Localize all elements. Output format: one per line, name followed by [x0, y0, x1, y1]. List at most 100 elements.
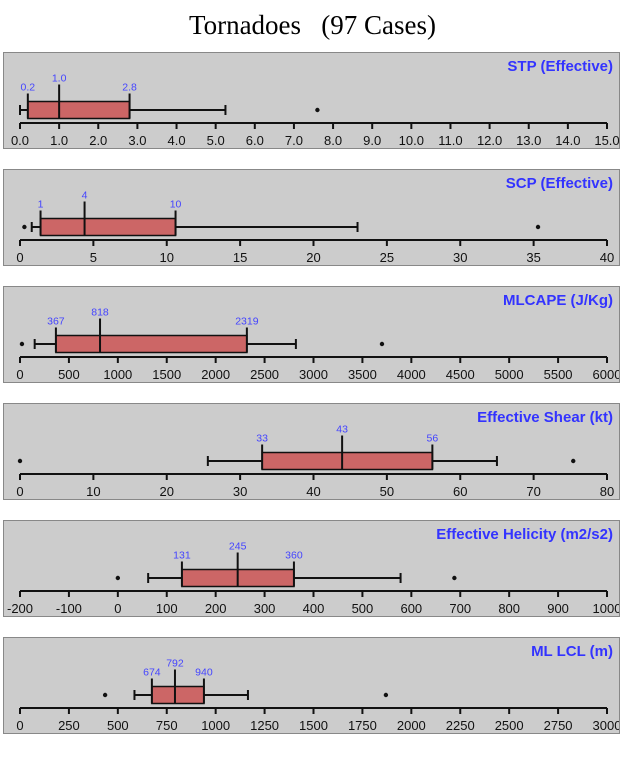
box-plot-panel: Effective Helicity (m2/s2) -200 -100 0 100 20… [3, 520, 620, 617]
x-tick-label: 800 [498, 601, 520, 616]
median-value-label: 43 [336, 424, 348, 436]
x-tick-label: 500 [58, 367, 80, 382]
x-tick-label: 2000 [397, 718, 426, 733]
x-tick-label: 1500 [152, 367, 181, 382]
outlier-point [452, 575, 457, 581]
x-tick-label: 30 [453, 250, 467, 265]
iqr-box [55, 334, 248, 354]
x-tick-label: 2000 [201, 367, 230, 382]
q3-value-label: 360 [285, 550, 303, 562]
panel-title: Effective Shear (kt) [477, 409, 613, 426]
median-value-label: 4 [82, 190, 88, 202]
x-tick-label: 10 [86, 484, 100, 499]
x-tick-label: 5000 [495, 367, 524, 382]
x-tick-label: 13.0 [516, 133, 541, 148]
median-value-label: 1.0 [52, 73, 67, 85]
x-tick-label: 15 [233, 250, 247, 265]
x-tick-label: 300 [254, 601, 276, 616]
x-tick-label: 20 [306, 250, 320, 265]
x-tick-label: 3000 [593, 718, 619, 733]
x-tick-label: 2500 [250, 367, 279, 382]
x-tick-label: 10.0 [399, 133, 424, 148]
x-tick-label: 200 [205, 601, 227, 616]
x-tick-label: 400 [303, 601, 325, 616]
x-tick-label: 4000 [397, 367, 426, 382]
x-tick-label: 750 [156, 718, 178, 733]
panel-title: SCP (Effective) [506, 175, 613, 192]
outlier-point [22, 224, 27, 230]
x-tick-label: 0.0 [11, 133, 29, 148]
box-plot-svg: Effective Helicity (m2/s2) -200 -100 0 100 20… [7, 526, 619, 616]
x-tick-label: -200 [7, 601, 33, 616]
outlier-point [19, 341, 25, 347]
box-plot-panel: ML LCL (m) 0 250 500 750 1000 1250 1500 1750 2000… [3, 637, 620, 734]
x-tick-label: 12.0 [477, 133, 502, 148]
outlier-point [535, 224, 541, 230]
x-tick-label: -100 [56, 601, 82, 616]
x-tick-label: 8.0 [324, 133, 342, 148]
box-plot-panel: STP (Effective) 0.0 1.0 2.0 3.0 4.0 5.0 6.0 7.0 8… [3, 52, 620, 149]
x-tick-label: 0 [16, 367, 23, 382]
panel-title: Effective Helicity (m2/s2) [436, 526, 613, 543]
x-tick-label: 0 [114, 601, 121, 616]
box-plot-panel: MLCAPE (J/Kg) 0 500 1000 1500 2000 2500 3000 350… [3, 286, 620, 383]
outlier-point [383, 692, 389, 698]
box-plot-svg: MLCAPE (J/Kg) 0 500 1000 1500 2000 2500 3000 350… [16, 292, 619, 382]
outlier-point [17, 458, 23, 464]
panel-title: ML LCL (m) [531, 643, 613, 660]
iqr-box [261, 451, 434, 471]
x-tick-label: 1000 [593, 601, 619, 616]
panel-title: STP (Effective) [507, 58, 613, 75]
x-tick-label: 15.0 [594, 133, 619, 148]
x-tick-label: 1500 [299, 718, 328, 733]
x-tick-label: 2250 [446, 718, 475, 733]
x-tick-label: 70 [526, 484, 540, 499]
x-tick-label: 100 [156, 601, 178, 616]
x-tick-label: 11.0 [438, 133, 462, 148]
x-tick-label: 6000 [593, 367, 619, 382]
x-tick-label: 80 [600, 484, 614, 499]
x-tick-label: 25 [380, 250, 394, 265]
x-tick-label: 60 [453, 484, 467, 499]
outlier-point [571, 458, 576, 464]
x-tick-label: 40 [600, 250, 614, 265]
q3-value-label: 940 [195, 667, 213, 679]
q1-value-label: 33 [256, 433, 268, 445]
figure-title: Tornadoes (97 Cases) [188, 10, 437, 40]
x-tick-label: 40 [306, 484, 320, 499]
x-tick-label: 3000 [299, 367, 328, 382]
x-tick-label: 5 [90, 250, 97, 265]
x-tick-label: 3500 [348, 367, 377, 382]
x-tick-label: 2500 [495, 718, 524, 733]
q1-value-label: 0.2 [21, 82, 36, 94]
iqr-box [151, 685, 205, 705]
x-tick-label: 1000 [201, 718, 230, 733]
x-tick-label: 35 [526, 250, 540, 265]
x-tick-label: 50 [380, 484, 394, 499]
x-tick-label: 30 [233, 484, 247, 499]
q3-value-label: 2.8 [122, 82, 137, 94]
x-tick-label: 4.0 [167, 133, 185, 148]
x-tick-label: 14.0 [555, 133, 580, 148]
x-tick-label: 1.0 [50, 133, 68, 148]
q1-value-label: 131 [173, 550, 191, 562]
median-value-label: 792 [166, 658, 184, 670]
panel-title: MLCAPE (J/Kg) [503, 292, 613, 309]
box-plot-svg: ML LCL (m) 0 250 500 750 1000 1250 1500 1750 2000… [16, 643, 619, 733]
x-tick-label: 10 [160, 250, 174, 265]
x-tick-label: 0 [16, 718, 23, 733]
outlier-point [315, 107, 320, 113]
x-tick-label: 500 [352, 601, 374, 616]
outlier-point [102, 692, 108, 698]
box-plot-panel: Effective Shear (kt) 0 10 20 30 40 50 60 70 80 33 4… [3, 403, 620, 500]
outlier-point [115, 575, 121, 581]
x-tick-label: 250 [58, 718, 80, 733]
q3-value-label: 2319 [235, 316, 259, 328]
x-tick-label: 4500 [446, 367, 475, 382]
x-tick-label: 2.0 [89, 133, 107, 148]
x-tick-label: 0 [16, 250, 23, 265]
x-tick-label: 5500 [544, 367, 573, 382]
x-tick-label: 5.0 [207, 133, 225, 148]
x-tick-label: 900 [547, 601, 569, 616]
x-tick-label: 2750 [544, 718, 573, 733]
